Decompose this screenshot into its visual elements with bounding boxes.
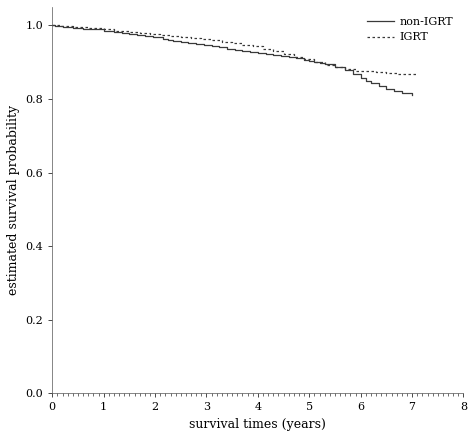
IGRT [414,72,420,78]
IGRT [137,29,143,34]
Line: IGRT: IGRT [52,25,417,75]
IGRT [188,35,194,40]
X-axis label: survival times (years): survival times (years) [190,418,326,431]
Y-axis label: estimated survival probability: estimated survival probability [7,105,20,295]
non-IGRT [49,23,55,28]
IGRT [271,46,276,52]
non-IGRT [150,34,155,39]
non-IGRT [240,48,246,53]
non-IGRT [332,61,338,67]
non-IGRT [142,32,147,38]
IGRT [49,23,55,28]
non-IGRT [160,36,165,41]
IGRT [111,27,117,32]
Line: non-IGRT: non-IGRT [52,25,412,95]
Legend: non-IGRT, IGRT: non-IGRT, IGRT [362,13,458,47]
non-IGRT [409,93,415,98]
IGRT [85,25,91,30]
IGRT [178,35,183,40]
non-IGRT [232,46,237,51]
